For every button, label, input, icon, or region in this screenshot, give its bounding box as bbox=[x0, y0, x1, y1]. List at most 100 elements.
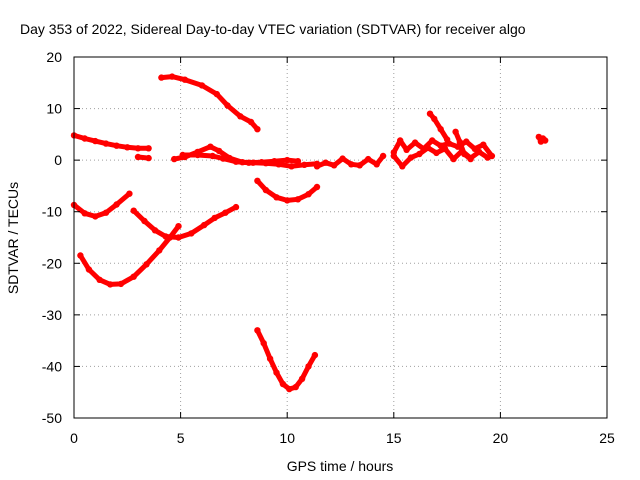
data-point bbox=[96, 276, 103, 283]
data-point bbox=[143, 261, 150, 268]
data-point bbox=[77, 252, 84, 259]
data-point bbox=[81, 135, 88, 142]
data-point bbox=[407, 154, 415, 161]
data-point bbox=[245, 159, 252, 166]
data-point bbox=[403, 146, 410, 153]
data-point bbox=[433, 149, 440, 157]
data-point bbox=[271, 158, 278, 165]
y-tick-label: 20 bbox=[46, 49, 62, 65]
data-point bbox=[348, 161, 355, 168]
chart-title: Day 353 of 2022, Sidereal Day-to-day VTE… bbox=[20, 21, 526, 37]
data-point bbox=[461, 150, 468, 158]
y-tick-label: -40 bbox=[42, 358, 62, 374]
data-point bbox=[232, 158, 240, 165]
series-track-15 bbox=[453, 129, 474, 162]
data-point bbox=[260, 340, 267, 347]
data-point bbox=[151, 227, 159, 234]
data-point bbox=[124, 144, 131, 151]
y-axis-label: SDTVAR / TECUs bbox=[5, 182, 21, 294]
x-tick-label: 20 bbox=[493, 430, 509, 446]
data-point bbox=[322, 159, 329, 166]
data-point bbox=[141, 217, 148, 225]
data-point bbox=[411, 139, 419, 146]
data-point bbox=[356, 162, 363, 169]
data-point bbox=[484, 154, 491, 161]
data-point bbox=[181, 76, 189, 83]
plot-frame bbox=[73, 56, 608, 419]
axis-ticks: 0 5 10 15 20 25 -50 -40 -30 -20 -10 0 10 20 bbox=[42, 49, 615, 446]
data-point bbox=[175, 234, 182, 241]
data-point bbox=[294, 158, 302, 165]
data-point bbox=[452, 128, 459, 135]
data-point bbox=[92, 213, 99, 220]
data-point bbox=[437, 126, 444, 133]
data-point bbox=[262, 186, 270, 194]
data-point bbox=[431, 115, 438, 123]
data-point bbox=[426, 110, 434, 117]
data-point bbox=[542, 137, 549, 144]
data-point bbox=[254, 327, 261, 334]
data-point bbox=[254, 126, 261, 133]
data-point bbox=[399, 163, 406, 170]
data-point bbox=[220, 155, 227, 162]
data-point bbox=[330, 162, 338, 169]
data-point bbox=[171, 155, 178, 163]
data-point bbox=[126, 190, 133, 197]
data-point bbox=[286, 385, 293, 393]
data-point bbox=[397, 137, 404, 144]
y-tick-label: 10 bbox=[46, 101, 62, 117]
data-point bbox=[305, 191, 312, 198]
data-point bbox=[313, 163, 321, 170]
data-point bbox=[313, 183, 321, 191]
data-point bbox=[102, 140, 110, 147]
data-point bbox=[284, 197, 291, 204]
data-point bbox=[179, 151, 186, 159]
data-point bbox=[288, 163, 295, 170]
data-point bbox=[373, 161, 380, 168]
data-point bbox=[258, 159, 265, 166]
data-point bbox=[390, 152, 397, 160]
data-series-layer bbox=[70, 73, 549, 393]
data-point bbox=[379, 152, 387, 160]
data-point bbox=[168, 73, 176, 80]
data-point bbox=[175, 223, 182, 230]
series-track-5 bbox=[180, 152, 301, 166]
data-point bbox=[456, 138, 464, 146]
series-track-8 bbox=[131, 204, 239, 240]
x-tick-label: 10 bbox=[279, 430, 295, 446]
data-point bbox=[162, 233, 169, 240]
data-point bbox=[102, 209, 110, 216]
data-point bbox=[424, 144, 432, 151]
data-point bbox=[145, 145, 152, 152]
y-tick-label: -30 bbox=[42, 307, 62, 323]
grid-lines bbox=[74, 57, 607, 418]
data-point bbox=[134, 145, 142, 152]
data-point bbox=[130, 273, 137, 280]
data-point bbox=[130, 207, 137, 214]
data-point bbox=[284, 156, 291, 164]
data-point bbox=[273, 194, 280, 201]
data-point bbox=[92, 137, 99, 145]
data-point bbox=[305, 363, 312, 370]
data-point bbox=[254, 177, 261, 184]
data-point bbox=[194, 151, 201, 159]
data-point bbox=[188, 230, 195, 237]
y-tick-label: 0 bbox=[54, 152, 62, 168]
data-point bbox=[200, 221, 208, 229]
series-track-10 bbox=[254, 327, 318, 392]
x-tick-label: 0 bbox=[70, 430, 78, 446]
series-track-7 bbox=[77, 223, 181, 287]
data-point bbox=[222, 209, 229, 216]
data-point bbox=[85, 266, 93, 273]
data-point bbox=[117, 280, 125, 288]
data-point bbox=[365, 155, 372, 163]
data-point bbox=[443, 136, 451, 143]
data-point bbox=[441, 145, 449, 152]
data-point bbox=[207, 143, 214, 150]
data-point bbox=[475, 148, 483, 156]
data-point bbox=[145, 154, 152, 162]
data-point bbox=[81, 210, 88, 217]
series-track-14 bbox=[427, 111, 450, 142]
data-point bbox=[107, 281, 114, 288]
series-track-3 bbox=[158, 74, 260, 132]
